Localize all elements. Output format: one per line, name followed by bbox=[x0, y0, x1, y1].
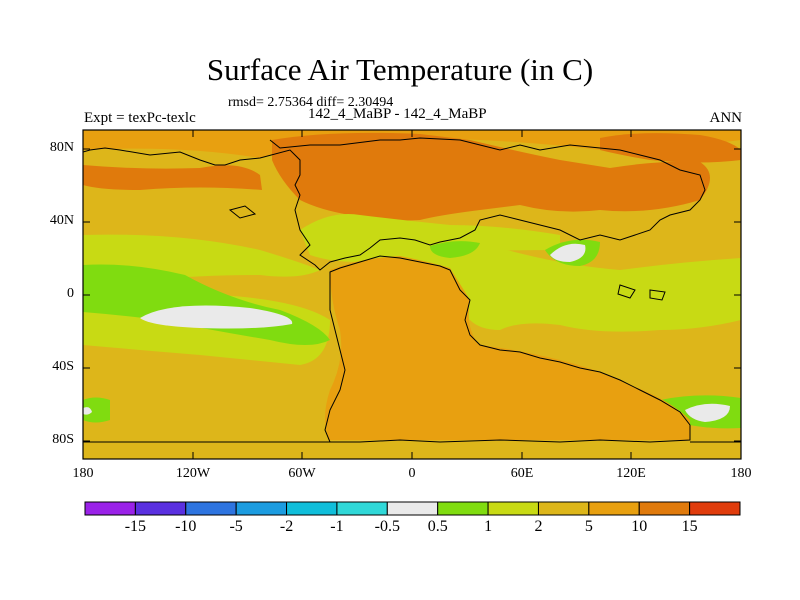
colorbar-label: -5 bbox=[229, 518, 243, 535]
y-tick-label: 0 bbox=[67, 286, 74, 301]
colorbar-swatch bbox=[638, 501, 691, 516]
coastline-islands bbox=[228, 205, 666, 301]
colorbar-swatch bbox=[487, 501, 539, 516]
colorbar-label: -10 bbox=[175, 518, 197, 535]
colorbar-label: -2 bbox=[279, 518, 294, 535]
axis-ticks bbox=[82, 130, 742, 459]
field-green-sw bbox=[83, 397, 110, 423]
field-eurasia-hot bbox=[272, 132, 710, 221]
colorbar-swatch bbox=[386, 501, 439, 516]
colorbar-label: -15 bbox=[124, 518, 147, 535]
colorbar-swatch bbox=[336, 501, 388, 516]
field-southern-continent bbox=[325, 256, 690, 444]
colorbar-label: -1 bbox=[330, 518, 344, 535]
field-arctic bbox=[83, 130, 741, 158]
x-tick-label: 180 bbox=[730, 466, 752, 481]
x-tick-label: 180 bbox=[72, 466, 94, 481]
colorbar-swatch bbox=[134, 501, 187, 516]
y-tick-label: 80N bbox=[49, 140, 74, 155]
colorbar-swatch bbox=[84, 501, 136, 516]
colorbar-label: 5 bbox=[584, 518, 593, 535]
x-tick-label: 60E bbox=[510, 466, 534, 481]
field-white-asia bbox=[550, 243, 586, 262]
plot-subtitle: 142_4_MaBP - 142_4_MaBP bbox=[308, 106, 487, 122]
y-tick-label: 80S bbox=[52, 432, 74, 447]
temperature-field bbox=[83, 130, 741, 459]
colorbar-label: 2 bbox=[534, 518, 543, 535]
x-tick-label: 120W bbox=[175, 466, 211, 481]
colorbar-swatch bbox=[185, 501, 237, 516]
field-green-eurasia bbox=[430, 241, 480, 258]
colorbar-swatch bbox=[537, 501, 590, 516]
colorbar-swatch bbox=[286, 501, 338, 516]
colorbar-swatch bbox=[588, 501, 640, 516]
coastline-south bbox=[324, 255, 691, 443]
x-tick-label: 60W bbox=[288, 466, 316, 481]
field-white-sw bbox=[83, 407, 92, 415]
x-tick-label: 0 bbox=[408, 466, 416, 481]
colorbar-swatch bbox=[689, 501, 741, 516]
season-label: ANN bbox=[709, 110, 743, 126]
field-white-pacific bbox=[140, 305, 293, 329]
field-antarctic bbox=[83, 434, 741, 459]
colorbar-swatch bbox=[235, 501, 288, 516]
field-n-america-hot bbox=[83, 165, 262, 190]
y-tick-label: 40S bbox=[52, 359, 74, 374]
colorbar bbox=[84, 501, 741, 516]
colorbar-label: -0.5 bbox=[374, 518, 400, 535]
field-white-south bbox=[685, 403, 730, 422]
experiment-label: Expt = texPc-texlc bbox=[84, 110, 196, 126]
colorbar-label: 0.5 bbox=[427, 518, 448, 535]
field-mid-eurasia bbox=[300, 214, 560, 262]
colorbar-swatch bbox=[437, 501, 489, 516]
x-tick-label: 120E bbox=[616, 466, 646, 481]
stats-text: rmsd= 2.75364 diff= 2.30494 bbox=[228, 95, 394, 110]
colorbar-label: 10 bbox=[631, 518, 648, 535]
field-siberia-hot bbox=[600, 133, 741, 163]
plot-title: Surface Air Temperature (in C) bbox=[206, 52, 594, 87]
colorbar-label: 1 bbox=[484, 518, 493, 535]
y-tick-label: 40N bbox=[49, 213, 74, 228]
coastline-north bbox=[83, 137, 706, 271]
colorbar-label: 15 bbox=[681, 518, 698, 535]
